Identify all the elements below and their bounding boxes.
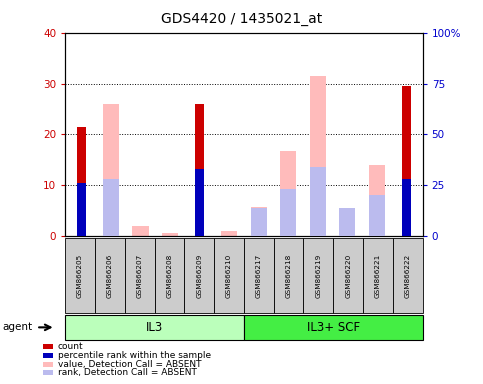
Bar — [402, 179, 411, 236]
Text: value, Detection Call = ABSENT: value, Detection Call = ABSENT — [58, 359, 201, 369]
Text: GSM866210: GSM866210 — [226, 253, 232, 298]
Text: GSM866221: GSM866221 — [375, 253, 381, 298]
Text: GSM866219: GSM866219 — [315, 253, 321, 298]
Bar — [280, 151, 297, 236]
Bar — [339, 208, 355, 236]
Text: GSM866205: GSM866205 — [77, 253, 83, 298]
Bar — [196, 169, 204, 236]
Bar — [251, 208, 267, 236]
Bar — [280, 189, 297, 236]
Text: GSM866222: GSM866222 — [405, 253, 411, 298]
Text: agent: agent — [2, 322, 32, 333]
Text: GSM866218: GSM866218 — [285, 253, 292, 298]
Text: count: count — [58, 342, 84, 351]
Bar — [77, 183, 85, 236]
Bar — [310, 76, 326, 236]
Bar — [369, 165, 385, 236]
Bar — [310, 167, 326, 236]
Bar — [251, 207, 267, 236]
Bar — [77, 127, 85, 236]
Text: rank, Detection Call = ABSENT: rank, Detection Call = ABSENT — [58, 368, 197, 377]
Bar — [132, 226, 149, 236]
Text: GSM866206: GSM866206 — [107, 253, 113, 298]
Bar — [339, 211, 355, 236]
Bar — [196, 104, 204, 236]
Bar — [369, 195, 385, 236]
Bar — [103, 179, 119, 236]
Text: GSM866209: GSM866209 — [196, 253, 202, 298]
Text: IL3+ SCF: IL3+ SCF — [307, 321, 360, 334]
Bar — [162, 233, 178, 236]
Text: GSM866208: GSM866208 — [167, 253, 172, 298]
Text: percentile rank within the sample: percentile rank within the sample — [58, 351, 211, 360]
Bar — [103, 104, 119, 236]
Text: GSM866217: GSM866217 — [256, 253, 262, 298]
Text: GSM866220: GSM866220 — [345, 253, 351, 298]
Text: GSM866207: GSM866207 — [137, 253, 142, 298]
Bar — [402, 86, 411, 236]
Text: IL3: IL3 — [146, 321, 163, 334]
Text: GDS4420 / 1435021_at: GDS4420 / 1435021_at — [161, 12, 322, 25]
Bar — [221, 231, 237, 236]
